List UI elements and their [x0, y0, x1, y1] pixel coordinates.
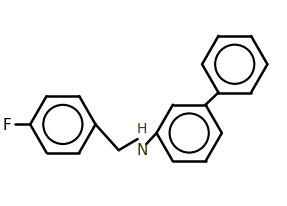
Text: N: N — [136, 143, 148, 158]
Text: H: H — [137, 121, 147, 135]
Text: F: F — [3, 117, 11, 132]
